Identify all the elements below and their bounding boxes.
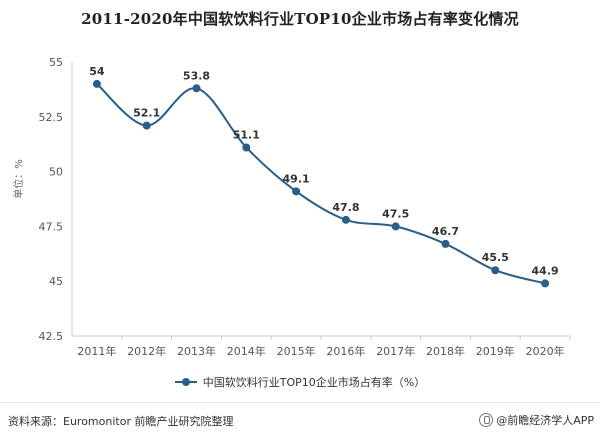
brand-badge: @前瞻经济学人APP [479, 412, 594, 428]
x-tick-label: 2012年 [127, 344, 166, 358]
legend-marker [174, 377, 197, 387]
x-tick-label: 2020年 [526, 344, 565, 358]
data-point [142, 121, 151, 130]
data-point [391, 222, 400, 231]
data-label: 46.7 [432, 225, 459, 238]
data-label: 44.9 [532, 264, 559, 277]
data-point [92, 79, 101, 88]
y-tick-label: 55 [49, 56, 63, 69]
data-point [341, 215, 350, 224]
y-tick-label: 52.5 [39, 111, 64, 124]
y-tick-label: 42.5 [39, 330, 64, 343]
data-label: 54 [89, 65, 105, 78]
app-logo-icon [479, 413, 494, 427]
x-tick-label: 2011年 [77, 344, 116, 358]
data-point [242, 143, 251, 152]
data-point [441, 239, 450, 248]
data-label: 51.1 [233, 128, 260, 141]
x-axis-ticks: 2011年 2012年 2013年 2014年 2015年 2016年 2017年 2018年… [77, 336, 571, 358]
series-data-labels: 54 52.1 53.8 51.1 49.1 47.8 47.5 46.7 45.5 44.9 [89, 65, 558, 277]
source-text: 资料来源：Euromonitor 前瞻产业研究院整理 [8, 415, 234, 428]
brand-text: @前瞻经济学人APP [496, 414, 594, 427]
series-line [96, 83, 546, 285]
x-tick-label: 2016年 [326, 344, 365, 358]
y-axis-ticks: 42.5 45 47.5 50 52.5 55 [39, 56, 64, 343]
series-points [92, 79, 550, 288]
data-label: 47.8 [332, 201, 359, 214]
y-axis-label: 单位：% [12, 159, 25, 199]
data-label: 53.8 [183, 69, 210, 82]
chart-legend: 中国软饮料行业TOP10企业市场占有率（%） [0, 374, 600, 390]
legend-label: 中国软饮料行业TOP10企业市场占有率（%） [202, 376, 426, 389]
data-point [292, 187, 301, 196]
chart-axes [71, 62, 570, 337]
data-point [192, 84, 201, 93]
y-tick-label: 50 [49, 166, 63, 179]
x-tick-label: 2017年 [376, 344, 415, 358]
x-tick-label: 2013年 [177, 344, 216, 358]
y-tick-label: 45 [49, 275, 63, 288]
footer: 资料来源：Euromonitor 前瞻产业研究院整理 @前瞻经济学人APP [0, 402, 600, 439]
data-label: 45.5 [482, 251, 509, 264]
chart-title: 2011-2020年中国软饮料行业TOP10企业市场占有率变化情况 [81, 10, 519, 28]
data-point [541, 279, 550, 288]
x-tick-label: 2019年 [476, 344, 515, 358]
x-tick-label: 2015年 [277, 344, 316, 358]
data-label: 52.1 [133, 107, 160, 120]
data-point [491, 266, 500, 275]
x-tick-label: 2018年 [426, 344, 465, 358]
x-tick-label: 2014年 [227, 344, 266, 358]
data-label: 49.1 [283, 172, 310, 185]
data-label: 47.5 [382, 207, 409, 220]
y-tick-label: 47.5 [39, 220, 64, 233]
